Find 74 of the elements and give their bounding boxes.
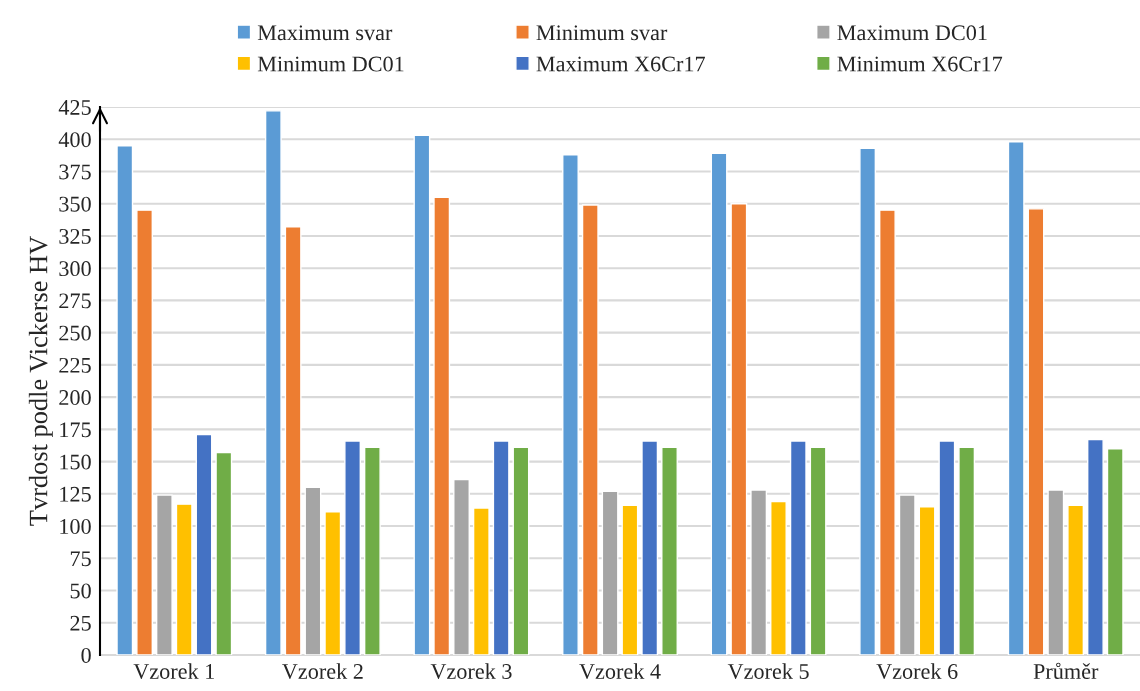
bar bbox=[264, 110, 282, 655]
y-tick-label: 50 bbox=[70, 583, 91, 599]
bar bbox=[363, 446, 381, 655]
bar bbox=[789, 440, 807, 655]
y-tick-label: 25 bbox=[70, 615, 91, 631]
y-tick-label: 375 bbox=[59, 164, 91, 180]
bar bbox=[1047, 489, 1065, 655]
bar bbox=[879, 209, 896, 655]
y-tick-label: 300 bbox=[59, 261, 91, 277]
bar bbox=[512, 446, 530, 655]
bar bbox=[581, 204, 599, 655]
bar bbox=[116, 144, 134, 655]
bar bbox=[661, 446, 678, 655]
bar bbox=[750, 489, 768, 655]
legend-label: Maximum svar bbox=[257, 25, 393, 41]
y-tick-label: 150 bbox=[60, 454, 91, 470]
bar bbox=[1067, 504, 1085, 655]
bar bbox=[453, 478, 470, 655]
y-tick-label: 125 bbox=[60, 486, 91, 502]
bar bbox=[284, 226, 302, 655]
bar bbox=[710, 152, 728, 655]
y-tick-label: 100 bbox=[60, 518, 91, 534]
bar bbox=[918, 506, 936, 655]
legend-label: Minimum svar bbox=[536, 25, 668, 41]
bar bbox=[433, 196, 451, 655]
x-tick-label: Vzorek 2 bbox=[282, 663, 363, 680]
bar bbox=[859, 147, 877, 655]
bar bbox=[1106, 447, 1124, 655]
bar bbox=[304, 486, 322, 655]
bar bbox=[809, 446, 827, 655]
bar bbox=[324, 511, 342, 655]
bar bbox=[155, 494, 173, 655]
bar bbox=[562, 154, 579, 655]
bar bbox=[730, 203, 748, 655]
bar bbox=[641, 440, 659, 655]
y-tick-label: 350 bbox=[59, 196, 91, 212]
x-tick-label: Vzorek 5 bbox=[727, 663, 809, 680]
bar bbox=[1007, 141, 1025, 655]
y-tick-label: 425 bbox=[58, 99, 91, 115]
x-tick-label: Vzorek 3 bbox=[430, 663, 512, 680]
bar bbox=[215, 451, 233, 655]
bar bbox=[413, 134, 431, 655]
bar bbox=[1027, 208, 1045, 655]
y-tick-label: 225 bbox=[59, 357, 91, 373]
bar bbox=[898, 494, 916, 655]
y-tick-label: 175 bbox=[60, 422, 91, 438]
x-tick-label: Průměr bbox=[1033, 662, 1099, 679]
legend-label: Minimum DC01 bbox=[257, 56, 404, 72]
bar bbox=[601, 490, 619, 655]
bar bbox=[770, 500, 787, 655]
y-tick-label: 0 bbox=[81, 647, 91, 663]
bar bbox=[938, 440, 956, 655]
bar bbox=[472, 507, 490, 655]
x-tick-label: Vzorek 6 bbox=[876, 663, 958, 680]
x-tick-label: Vzorek 1 bbox=[133, 663, 214, 680]
y-tick-label: 250 bbox=[59, 325, 91, 341]
bar bbox=[136, 209, 153, 655]
bar bbox=[175, 503, 193, 655]
y-tick-label: 200 bbox=[59, 390, 91, 406]
bar bbox=[195, 433, 213, 655]
y-axis-title: Tvrdost podle Vickerse HV bbox=[28, 236, 53, 526]
bar bbox=[958, 446, 976, 655]
y-tick-label: 75 bbox=[70, 551, 91, 567]
x-tick-label: Vzorek 4 bbox=[579, 663, 661, 680]
bar bbox=[492, 440, 510, 655]
y-tick-label: 400 bbox=[58, 132, 91, 148]
bar bbox=[1087, 438, 1104, 655]
y-tick-label: 325 bbox=[59, 228, 91, 244]
legend-label: Maximum DC01 bbox=[837, 25, 987, 41]
bar bbox=[344, 440, 361, 655]
legend-label: Maximum X6Cr17 bbox=[536, 56, 705, 72]
bar bbox=[621, 504, 639, 655]
y-tick-label: 275 bbox=[59, 293, 91, 309]
legend-label: Minimum X6Cr17 bbox=[837, 56, 1003, 72]
